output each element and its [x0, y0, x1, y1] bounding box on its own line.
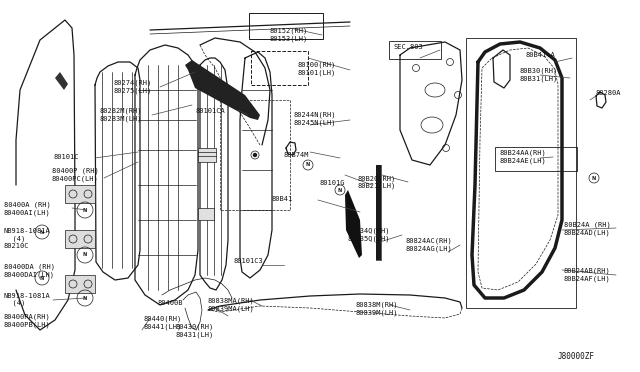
Polygon shape	[376, 165, 381, 260]
Text: 80400B: 80400B	[158, 300, 184, 306]
Text: 80B20(RH)
80B21(LH): 80B20(RH) 80B21(LH)	[358, 175, 396, 189]
Text: 80101CA: 80101CA	[196, 108, 226, 114]
Text: N: N	[306, 163, 310, 167]
Text: 80838MA(RH)
80839MA(LH): 80838MA(RH) 80839MA(LH)	[208, 298, 255, 312]
Text: 80B24A (RH)
80B24AD(LH): 80B24A (RH) 80B24AD(LH)	[564, 222, 611, 236]
Text: 80100(RH)
80101(LH): 80100(RH) 80101(LH)	[297, 62, 335, 76]
Text: 80B24AB(RH)
80B24AF(LH): 80B24AB(RH) 80B24AF(LH)	[564, 268, 611, 282]
Text: 80400DA (RH)
80400DAI(LH): 80400DA (RH) 80400DAI(LH)	[4, 264, 55, 278]
Text: 80101G: 80101G	[320, 180, 346, 186]
Bar	[65, 185, 95, 203]
Text: 80440(RH)
80441(LH): 80440(RH) 80441(LH)	[143, 316, 181, 330]
Text: 80152(RH)
80153(LH): 80152(RH) 80153(LH)	[270, 28, 308, 42]
Text: 80274(RH)
80275(LH): 80274(RH) 80275(LH)	[114, 80, 152, 94]
Text: 80824AC(RH)
80824AG(LH): 80824AC(RH) 80824AG(LH)	[406, 238, 452, 252]
Polygon shape	[185, 60, 260, 120]
Text: 80244N(RH)
80245N(LH): 80244N(RH) 80245N(LH)	[294, 112, 337, 126]
Text: 80B41: 80B41	[271, 196, 292, 202]
Text: NB918-1081A
  (4)
80210C: NB918-1081A (4) 80210C	[4, 228, 51, 248]
Text: N: N	[338, 187, 342, 192]
Text: 80101C3: 80101C3	[234, 258, 264, 264]
Bar	[198, 148, 216, 162]
Text: N: N	[40, 230, 44, 234]
Text: SEC.803: SEC.803	[393, 44, 423, 50]
Text: 80834Q(RH)
80835Q(LH): 80834Q(RH) 80835Q(LH)	[348, 228, 390, 242]
Polygon shape	[345, 190, 362, 258]
Text: 80430(RH)
80431(LH): 80430(RH) 80431(LH)	[176, 324, 214, 338]
Text: N: N	[83, 295, 87, 301]
Bar	[65, 275, 95, 293]
Text: 80B30(RH)
80B31(LH): 80B30(RH) 80B31(LH)	[519, 68, 557, 82]
Text: 80400P (RH)
80400PC(LH): 80400P (RH) 80400PC(LH)	[52, 168, 99, 182]
Text: 80400A (RH)
80400AI(LH): 80400A (RH) 80400AI(LH)	[4, 202, 51, 216]
Polygon shape	[55, 72, 68, 90]
Bar	[466, 38, 576, 308]
Text: J80000ZF: J80000ZF	[558, 352, 595, 361]
Bar	[65, 230, 95, 248]
Text: 80838M(RH)
80839M(LH): 80838M(RH) 80839M(LH)	[356, 302, 399, 316]
Text: 80280A: 80280A	[596, 90, 621, 96]
Text: 80101C: 80101C	[54, 154, 79, 160]
Text: NB918-1081A
  (4): NB918-1081A (4)	[4, 293, 51, 307]
Text: 80B24AA(RH)
80B24AE(LH): 80B24AA(RH) 80B24AE(LH)	[499, 150, 546, 164]
Text: N: N	[83, 208, 87, 212]
Text: 80B74M: 80B74M	[283, 152, 308, 158]
Text: N: N	[40, 276, 44, 280]
Text: N: N	[83, 253, 87, 257]
Text: 80400PA(RH)
80400PB(LH): 80400PA(RH) 80400PB(LH)	[4, 314, 51, 328]
Circle shape	[253, 154, 257, 157]
Bar	[198, 208, 214, 220]
Text: 80282M(RH)
80283M(LH): 80282M(RH) 80283M(LH)	[99, 108, 141, 122]
Text: 80B41+A: 80B41+A	[525, 52, 555, 58]
Text: N: N	[592, 176, 596, 180]
